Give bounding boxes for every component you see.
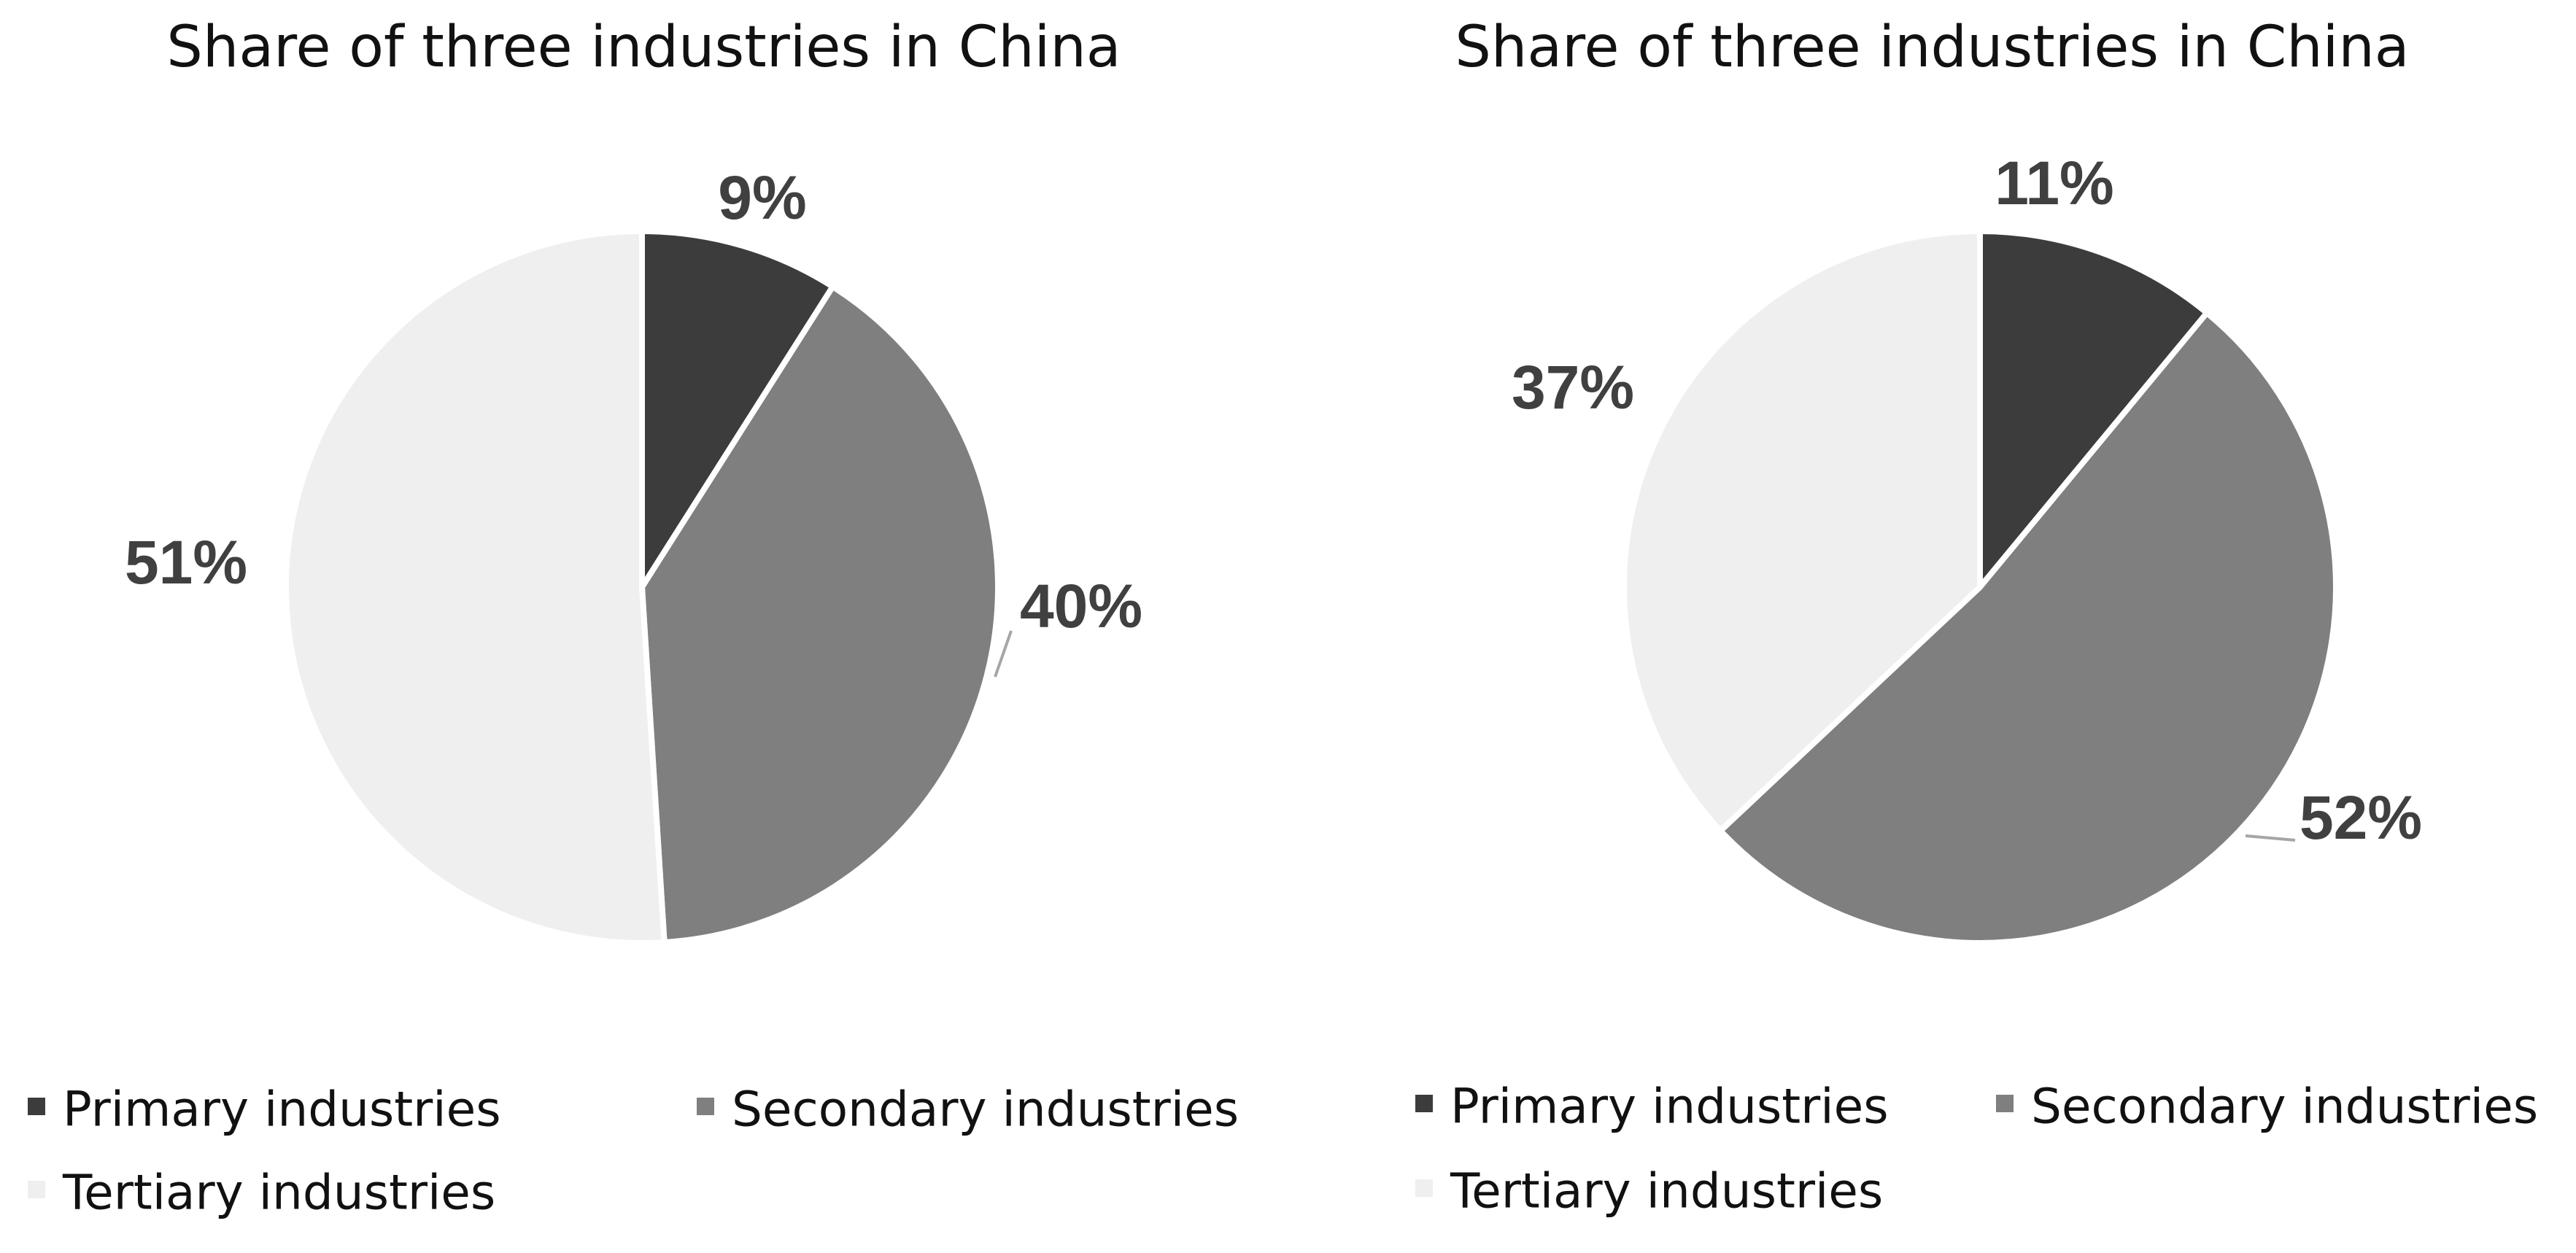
- legend-swatch-primary: [1415, 1094, 1433, 1112]
- pie-slice-tertiary: [283, 228, 668, 946]
- legend-swatch-tertiary: [28, 1180, 45, 1198]
- legend-label: Secondary industries: [2031, 1078, 2539, 1135]
- pie-chart-right: Share of three industries in China 11% 52…: [1288, 0, 2576, 1253]
- pie-slice-primary: [1977, 228, 2211, 590]
- pie-slice-secondary: [1717, 309, 2339, 946]
- data-label-secondary: 40%: [1020, 572, 1142, 640]
- legend-item-tertiary: Tertiary industries: [1415, 1160, 1883, 1219]
- legend-item-secondary: Secondary industries: [1996, 1075, 2538, 1134]
- legend-item-primary: Primary industries: [1415, 1075, 1889, 1134]
- legend-item-primary: Primary industries: [28, 1078, 501, 1137]
- chart-title: Share of three industries in China: [1455, 15, 2410, 80]
- data-label-secondary: 52%: [2300, 783, 2422, 852]
- legend-item-tertiary: Tertiary industries: [28, 1161, 495, 1220]
- pie-chart-left: Share of three industries in China 9% 40%…: [28, 15, 1239, 1220]
- data-label-tertiary: 37%: [1512, 353, 1634, 422]
- legend-swatch-primary: [28, 1097, 45, 1115]
- leader-line-secondary: [994, 630, 1013, 678]
- data-label-tertiary: 51%: [125, 528, 247, 597]
- leader-line-secondary: [2245, 834, 2296, 842]
- pie-slice-secondary: [639, 283, 1001, 946]
- pie-slice-primary: [639, 228, 836, 590]
- legend-swatch-secondary: [1996, 1094, 2014, 1112]
- data-label-primary: 11%: [1995, 149, 2114, 217]
- legend-item-secondary: Secondary industries: [697, 1078, 1239, 1137]
- chart-title: Share of three industries in China: [166, 15, 1121, 80]
- legend-label: Primary industries: [1450, 1078, 1889, 1135]
- legend-label: Tertiary industries: [63, 1164, 496, 1221]
- data-label-primary: 9%: [718, 163, 806, 232]
- legend-label: Tertiary industries: [1450, 1163, 1884, 1219]
- pie-slice-tertiary: [1621, 228, 1983, 834]
- pie-plot: 11% 52% 37%: [1512, 149, 2422, 946]
- legend-swatch-secondary: [697, 1097, 714, 1115]
- legend-label: Secondary industries: [732, 1081, 1239, 1138]
- pie-plot: 9% 40% 51%: [124, 163, 1143, 946]
- legend-label: Primary industries: [63, 1081, 501, 1138]
- legend-swatch-tertiary: [1415, 1179, 1433, 1197]
